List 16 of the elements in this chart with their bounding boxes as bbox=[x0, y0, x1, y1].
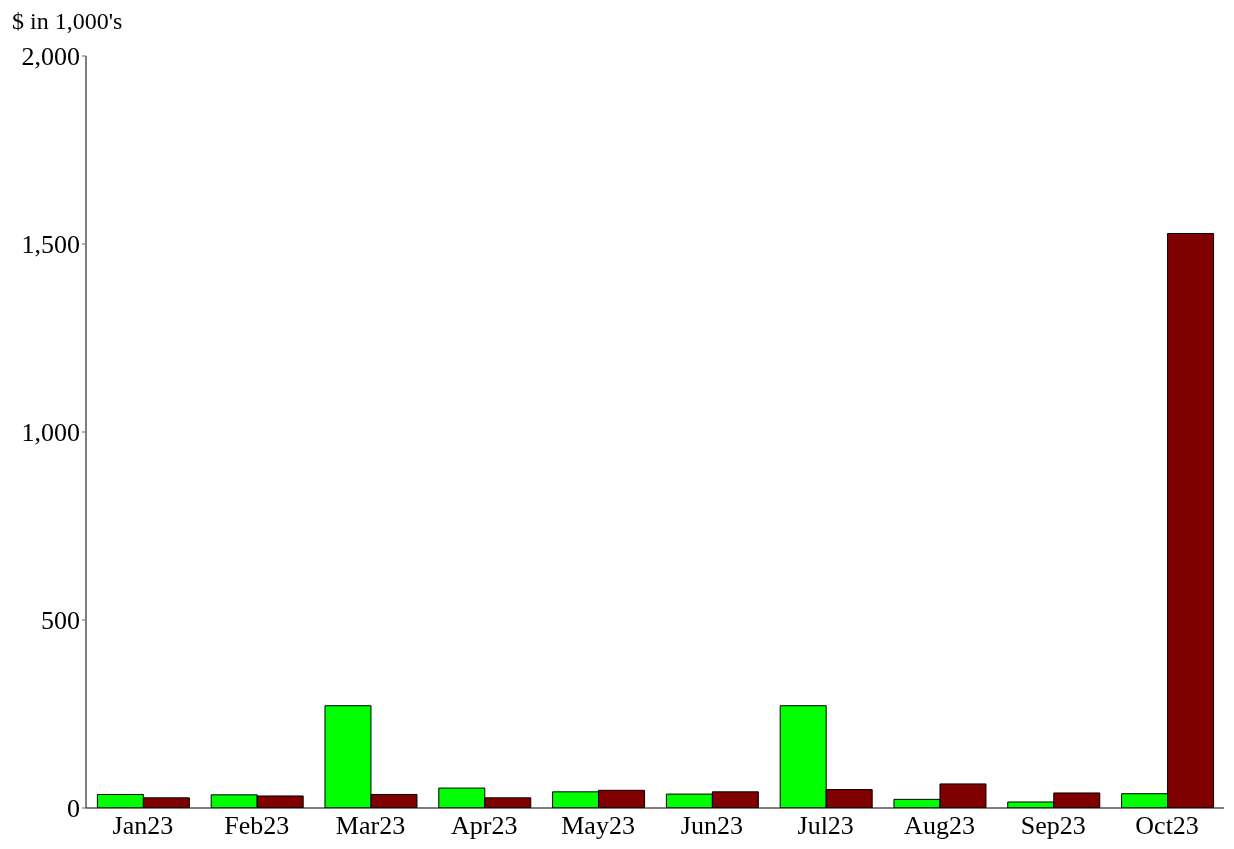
x-tick-label: Apr23 bbox=[451, 811, 518, 841]
x-tick-label: Feb23 bbox=[224, 811, 290, 841]
x-tick-label: Sep23 bbox=[1020, 811, 1086, 841]
x-tick-label: Oct23 bbox=[1135, 811, 1199, 841]
x-tick-label: May23 bbox=[561, 811, 635, 841]
y-tick-label: 0 bbox=[67, 794, 80, 824]
y-tick-label: 1,000 bbox=[21, 418, 80, 448]
y-tick-label: 1,500 bbox=[21, 230, 80, 260]
x-tick-label: Jan23 bbox=[112, 811, 174, 841]
x-tick-label: Mar23 bbox=[335, 811, 406, 841]
y-axis-title: $ in 1,000's bbox=[12, 8, 123, 35]
y-tick-label: 500 bbox=[41, 606, 80, 636]
x-tick-label: Jun23 bbox=[680, 811, 743, 841]
x-tick-label: Aug23 bbox=[904, 811, 975, 841]
x-tick-label: Jul23 bbox=[797, 811, 854, 841]
y-tick-label: 2,000 bbox=[21, 42, 80, 72]
